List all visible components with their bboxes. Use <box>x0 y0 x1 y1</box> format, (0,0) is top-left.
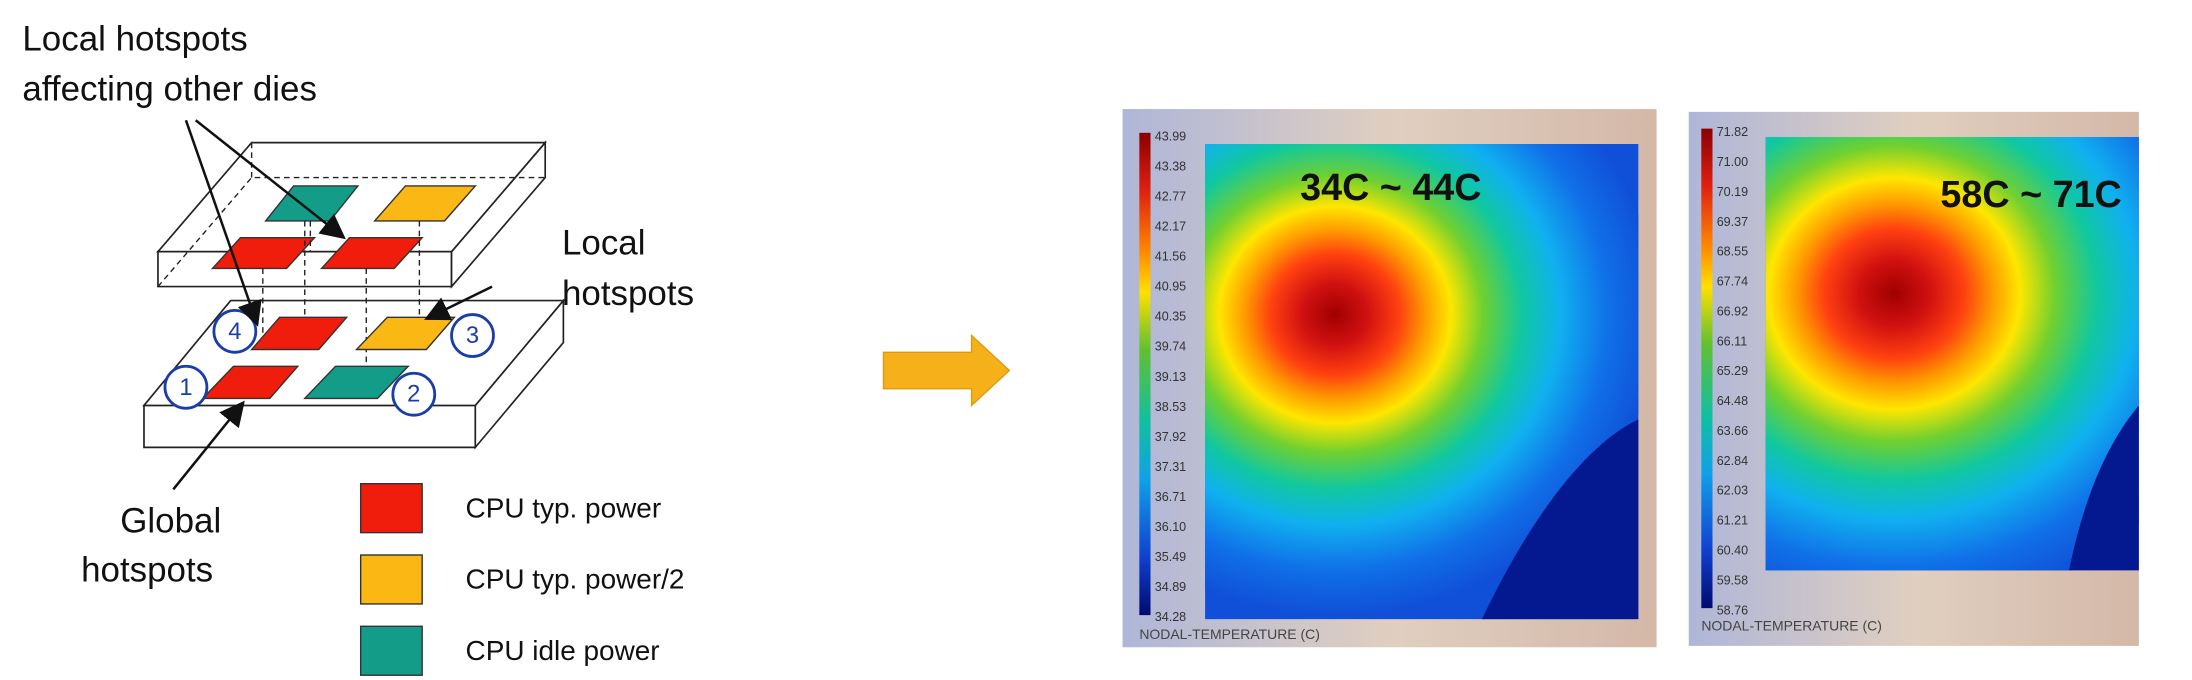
scale-label: 43.38 <box>1155 159 1186 173</box>
axis-label: NODAL-TEMPERATURE (C) <box>1139 626 1320 642</box>
scale-label: 37.31 <box>1155 460 1186 474</box>
block <box>201 365 300 400</box>
connector <box>262 220 421 367</box>
scale-label: 35.49 <box>1155 550 1186 564</box>
block <box>319 236 424 270</box>
scale-label: 71.82 <box>1717 125 1748 139</box>
colorbar <box>1701 128 1713 609</box>
scale-label: 34.28 <box>1155 610 1186 624</box>
pointer <box>172 400 245 491</box>
legend-label: CPU typ. power <box>466 492 662 523</box>
callout: affecting other dies <box>22 70 317 109</box>
scale-label: 67.74 <box>1717 275 1748 289</box>
block <box>250 316 349 351</box>
legend-label: CPU typ. power/2 <box>466 564 685 595</box>
callout: Local hotspots <box>22 19 247 58</box>
scale-label: 36.71 <box>1155 490 1186 504</box>
scale-label: 39.13 <box>1155 370 1186 384</box>
scale-label: 40.35 <box>1155 310 1186 324</box>
die-number: 1 <box>179 374 192 401</box>
colorbar <box>1139 132 1151 616</box>
scale-label: 69.37 <box>1717 215 1748 229</box>
scale-label: 70.19 <box>1717 185 1748 199</box>
scale-label: 65.29 <box>1717 364 1748 378</box>
callout: hotspots <box>81 551 213 590</box>
axis-label: NODAL-TEMPERATURE (C) <box>1701 617 1882 633</box>
die-number: 2 <box>407 381 420 408</box>
scale-label: 41.56 <box>1155 250 1186 264</box>
pointer <box>184 119 262 327</box>
scale-label: 37.92 <box>1155 430 1186 444</box>
pointer <box>194 119 346 240</box>
legend-label: CPU idle power <box>466 635 660 666</box>
range-label: 58C ~ 71C <box>1940 173 2121 215</box>
scale-label: 62.84 <box>1717 454 1748 468</box>
range-label: 34C ~ 44C <box>1300 166 1481 208</box>
die-number: 3 <box>466 322 479 349</box>
legend-swatch <box>359 554 423 605</box>
scale-label: 71.00 <box>1717 155 1748 169</box>
scale-label: 61.21 <box>1717 514 1748 528</box>
scale-label: 64.48 <box>1717 394 1748 408</box>
arrow <box>882 333 1011 408</box>
die-number: 4 <box>228 318 241 345</box>
scale-label: 42.17 <box>1155 220 1186 234</box>
block <box>210 236 317 270</box>
scale-label: 58.76 <box>1717 603 1748 617</box>
pointer <box>424 285 493 321</box>
callout: Global <box>120 502 221 541</box>
block <box>373 185 477 222</box>
scale-label: 59.58 <box>1717 573 1748 587</box>
callout: Local <box>562 223 646 262</box>
heatmap <box>1205 144 1639 620</box>
block <box>303 365 410 400</box>
legend-swatch <box>359 625 423 676</box>
scale-label: 66.92 <box>1717 304 1748 318</box>
scale-label: 68.55 <box>1717 245 1748 259</box>
scale-label: 62.03 <box>1717 484 1748 498</box>
legend-swatch <box>359 483 423 534</box>
heatmap <box>1765 137 2139 571</box>
scale-label: 63.66 <box>1717 424 1748 438</box>
scale-label: 43.99 <box>1155 129 1186 143</box>
scale-label: 36.10 <box>1155 520 1186 534</box>
scale-label: 60.40 <box>1717 543 1748 557</box>
scale-label: 38.53 <box>1155 400 1186 414</box>
callout: hotspots <box>562 274 694 313</box>
hidden-edge <box>157 142 546 288</box>
scale-label: 39.74 <box>1155 340 1186 354</box>
scale-label: 66.11 <box>1717 334 1748 348</box>
scale-label: 40.95 <box>1155 280 1186 294</box>
scale-label: 34.89 <box>1155 580 1186 594</box>
scale-label: 42.77 <box>1155 189 1186 203</box>
